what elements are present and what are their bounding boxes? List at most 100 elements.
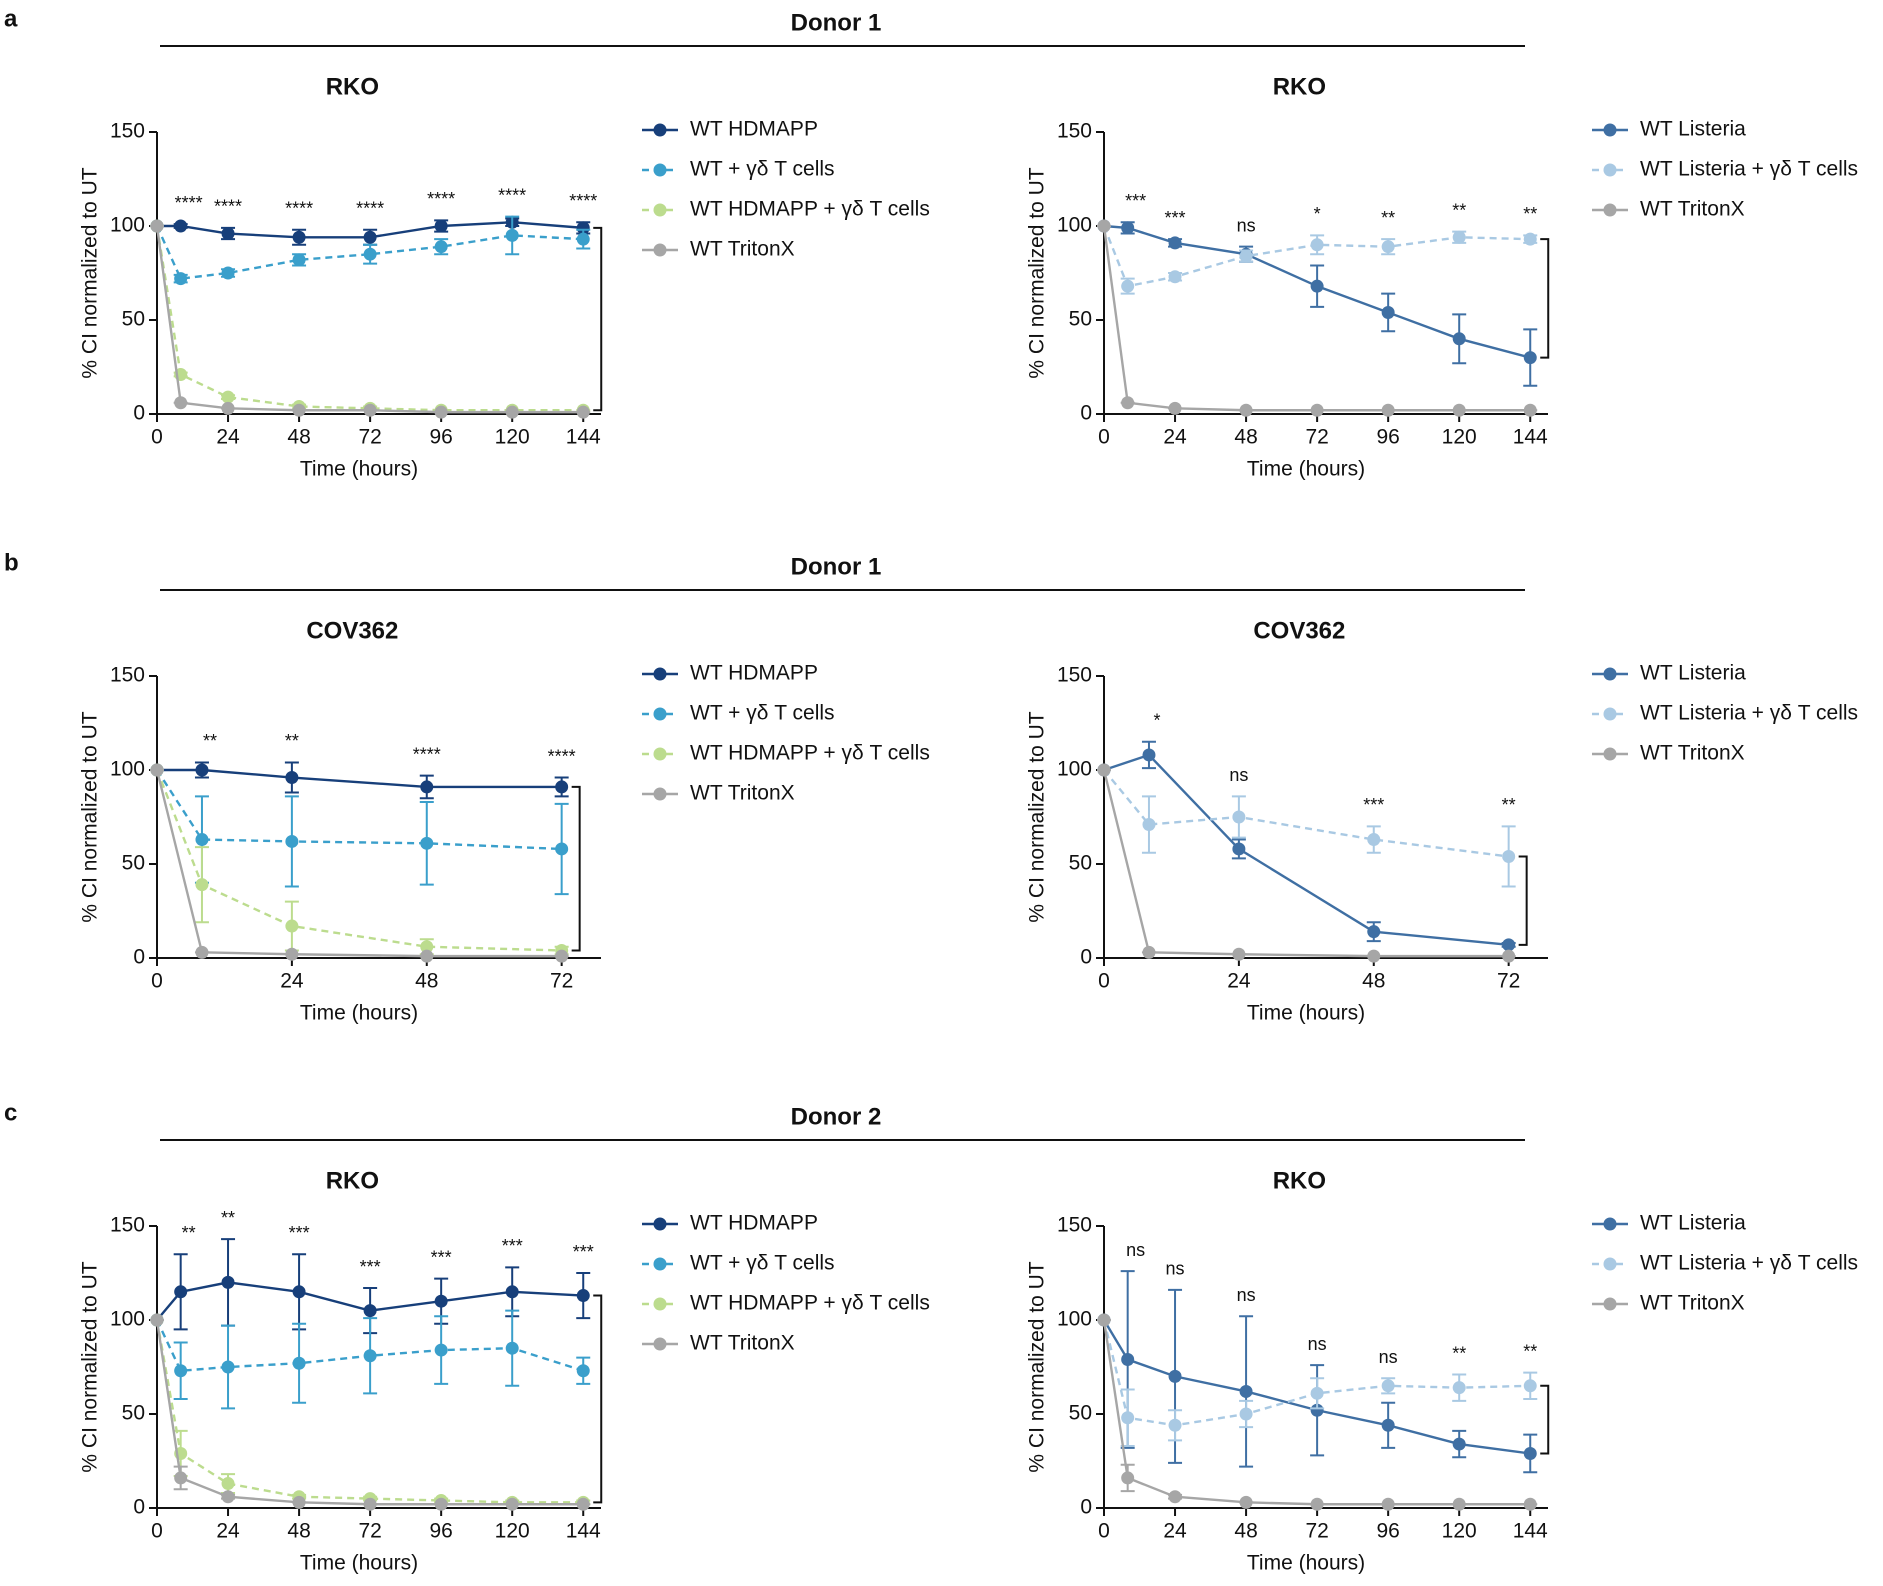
series-line [155, 769, 562, 952]
series-line [1103, 769, 1509, 858]
x-tick-label: 48 [415, 970, 438, 993]
x-tick-label: 120 [495, 426, 530, 449]
significance-bracket [1540, 1384, 1550, 1455]
data-point [1381, 305, 1395, 319]
series [1097, 763, 1516, 963]
data-point [363, 403, 377, 417]
data-point [1367, 925, 1381, 939]
data-point [1232, 842, 1246, 856]
series-line [155, 225, 584, 280]
data-point [221, 401, 235, 415]
data-point [1381, 403, 1395, 417]
data-point [1381, 1379, 1395, 1393]
x-tick-label: 144 [566, 426, 601, 449]
data-point [292, 230, 306, 244]
data-point [221, 1477, 235, 1491]
data-point [1097, 1313, 1111, 1327]
x-tick-label: 24 [1163, 426, 1187, 449]
y-tick-label: 50 [1069, 308, 1092, 331]
x-tick-label: 24 [216, 426, 240, 449]
x-axis-label: Time (hours) [300, 458, 418, 481]
panel-label: c [4, 1099, 17, 1126]
data-point [292, 1495, 306, 1509]
series [1097, 740, 1516, 952]
significance-bracket [1540, 238, 1550, 359]
series-line [1102, 225, 1531, 288]
x-tick-label: 96 [1376, 1520, 1399, 1543]
data-point [1239, 1384, 1253, 1398]
data-point [221, 227, 235, 241]
y-axis-label: % CI normalized to UT [1026, 167, 1049, 378]
legend-label: WT Listeria [1640, 1212, 1746, 1235]
data-point [505, 1285, 519, 1299]
data-point [1523, 351, 1537, 365]
significance-label: ** [221, 1208, 235, 1228]
y-tick-label: 150 [1057, 664, 1092, 687]
x-tick-label: 0 [151, 1520, 163, 1543]
significance-label: ** [1523, 1341, 1537, 1361]
legend-marker [1603, 1217, 1617, 1231]
significance-label: **** [285, 199, 313, 219]
x-tick-label: 48 [287, 1520, 310, 1543]
data-point [195, 763, 209, 777]
series [150, 763, 569, 957]
x-tick-label: 120 [1442, 426, 1477, 449]
series [150, 1238, 591, 1335]
legend-marker [653, 1337, 667, 1351]
data-point [434, 219, 448, 233]
x-axis-label: Time (hours) [1247, 458, 1365, 481]
data-point [221, 1275, 235, 1289]
legend-label: WT Listeria + γδ T cells [1640, 702, 1858, 725]
series-line [155, 1319, 584, 1373]
data-point [1502, 938, 1516, 952]
series-line [1103, 224, 1531, 359]
significance-label: ** [1502, 795, 1516, 815]
y-axis-label: % CI normalized to UT [79, 167, 102, 378]
legend-label: WT HDMAPP [690, 662, 818, 685]
data-point [1097, 763, 1111, 777]
data-point [1168, 270, 1182, 284]
x-tick-label: 144 [566, 1520, 601, 1543]
x-tick-label: 96 [429, 426, 452, 449]
data-point [363, 247, 377, 261]
data-point [1367, 949, 1381, 963]
data-point [1142, 748, 1156, 762]
data-point [1310, 279, 1324, 293]
x-tick-label: 96 [1376, 426, 1399, 449]
significance-label: *** [289, 1223, 310, 1243]
y-tick-label: 50 [1069, 1402, 1092, 1425]
y-axis-label: % CI normalized to UT [1026, 711, 1049, 922]
y-axis-label: % CI normalized to UT [1026, 1261, 1049, 1472]
data-point [363, 1349, 377, 1363]
chart-title: COV362 [1253, 617, 1345, 644]
x-tick-label: 24 [216, 1520, 240, 1543]
data-point [576, 405, 590, 419]
legend-label: WT HDMAPP [690, 118, 818, 141]
significance-label: ** [203, 731, 217, 751]
panel-heading: Donor 2 [791, 1103, 882, 1130]
data-point [1168, 1490, 1182, 1504]
legend-label: WT HDMAPP + γδ T cells [690, 742, 930, 765]
series-line [155, 1319, 584, 1506]
significance-bracket [593, 226, 603, 412]
x-tick-label: 48 [1362, 970, 1385, 993]
y-tick-label: 50 [122, 1402, 145, 1425]
data-point [1367, 833, 1381, 847]
x-tick-label: 144 [1513, 426, 1548, 449]
x-tick-label: 24 [1163, 1520, 1187, 1543]
x-tick-label: 0 [151, 970, 163, 993]
legend-marker [1603, 1257, 1617, 1271]
significance-label: ** [182, 1223, 196, 1243]
significance-label: **** [498, 185, 526, 205]
data-point [1452, 1437, 1466, 1451]
data-point [576, 232, 590, 246]
significance-label: **** [548, 746, 576, 766]
significance-label: ns [1229, 765, 1248, 785]
series [1097, 1313, 1538, 1511]
data-point [174, 1364, 188, 1378]
data-point [505, 405, 519, 419]
x-axis-label: Time (hours) [300, 1002, 418, 1025]
series-line [157, 221, 584, 239]
data-point [505, 1497, 519, 1511]
significance-bracket [593, 1294, 603, 1504]
